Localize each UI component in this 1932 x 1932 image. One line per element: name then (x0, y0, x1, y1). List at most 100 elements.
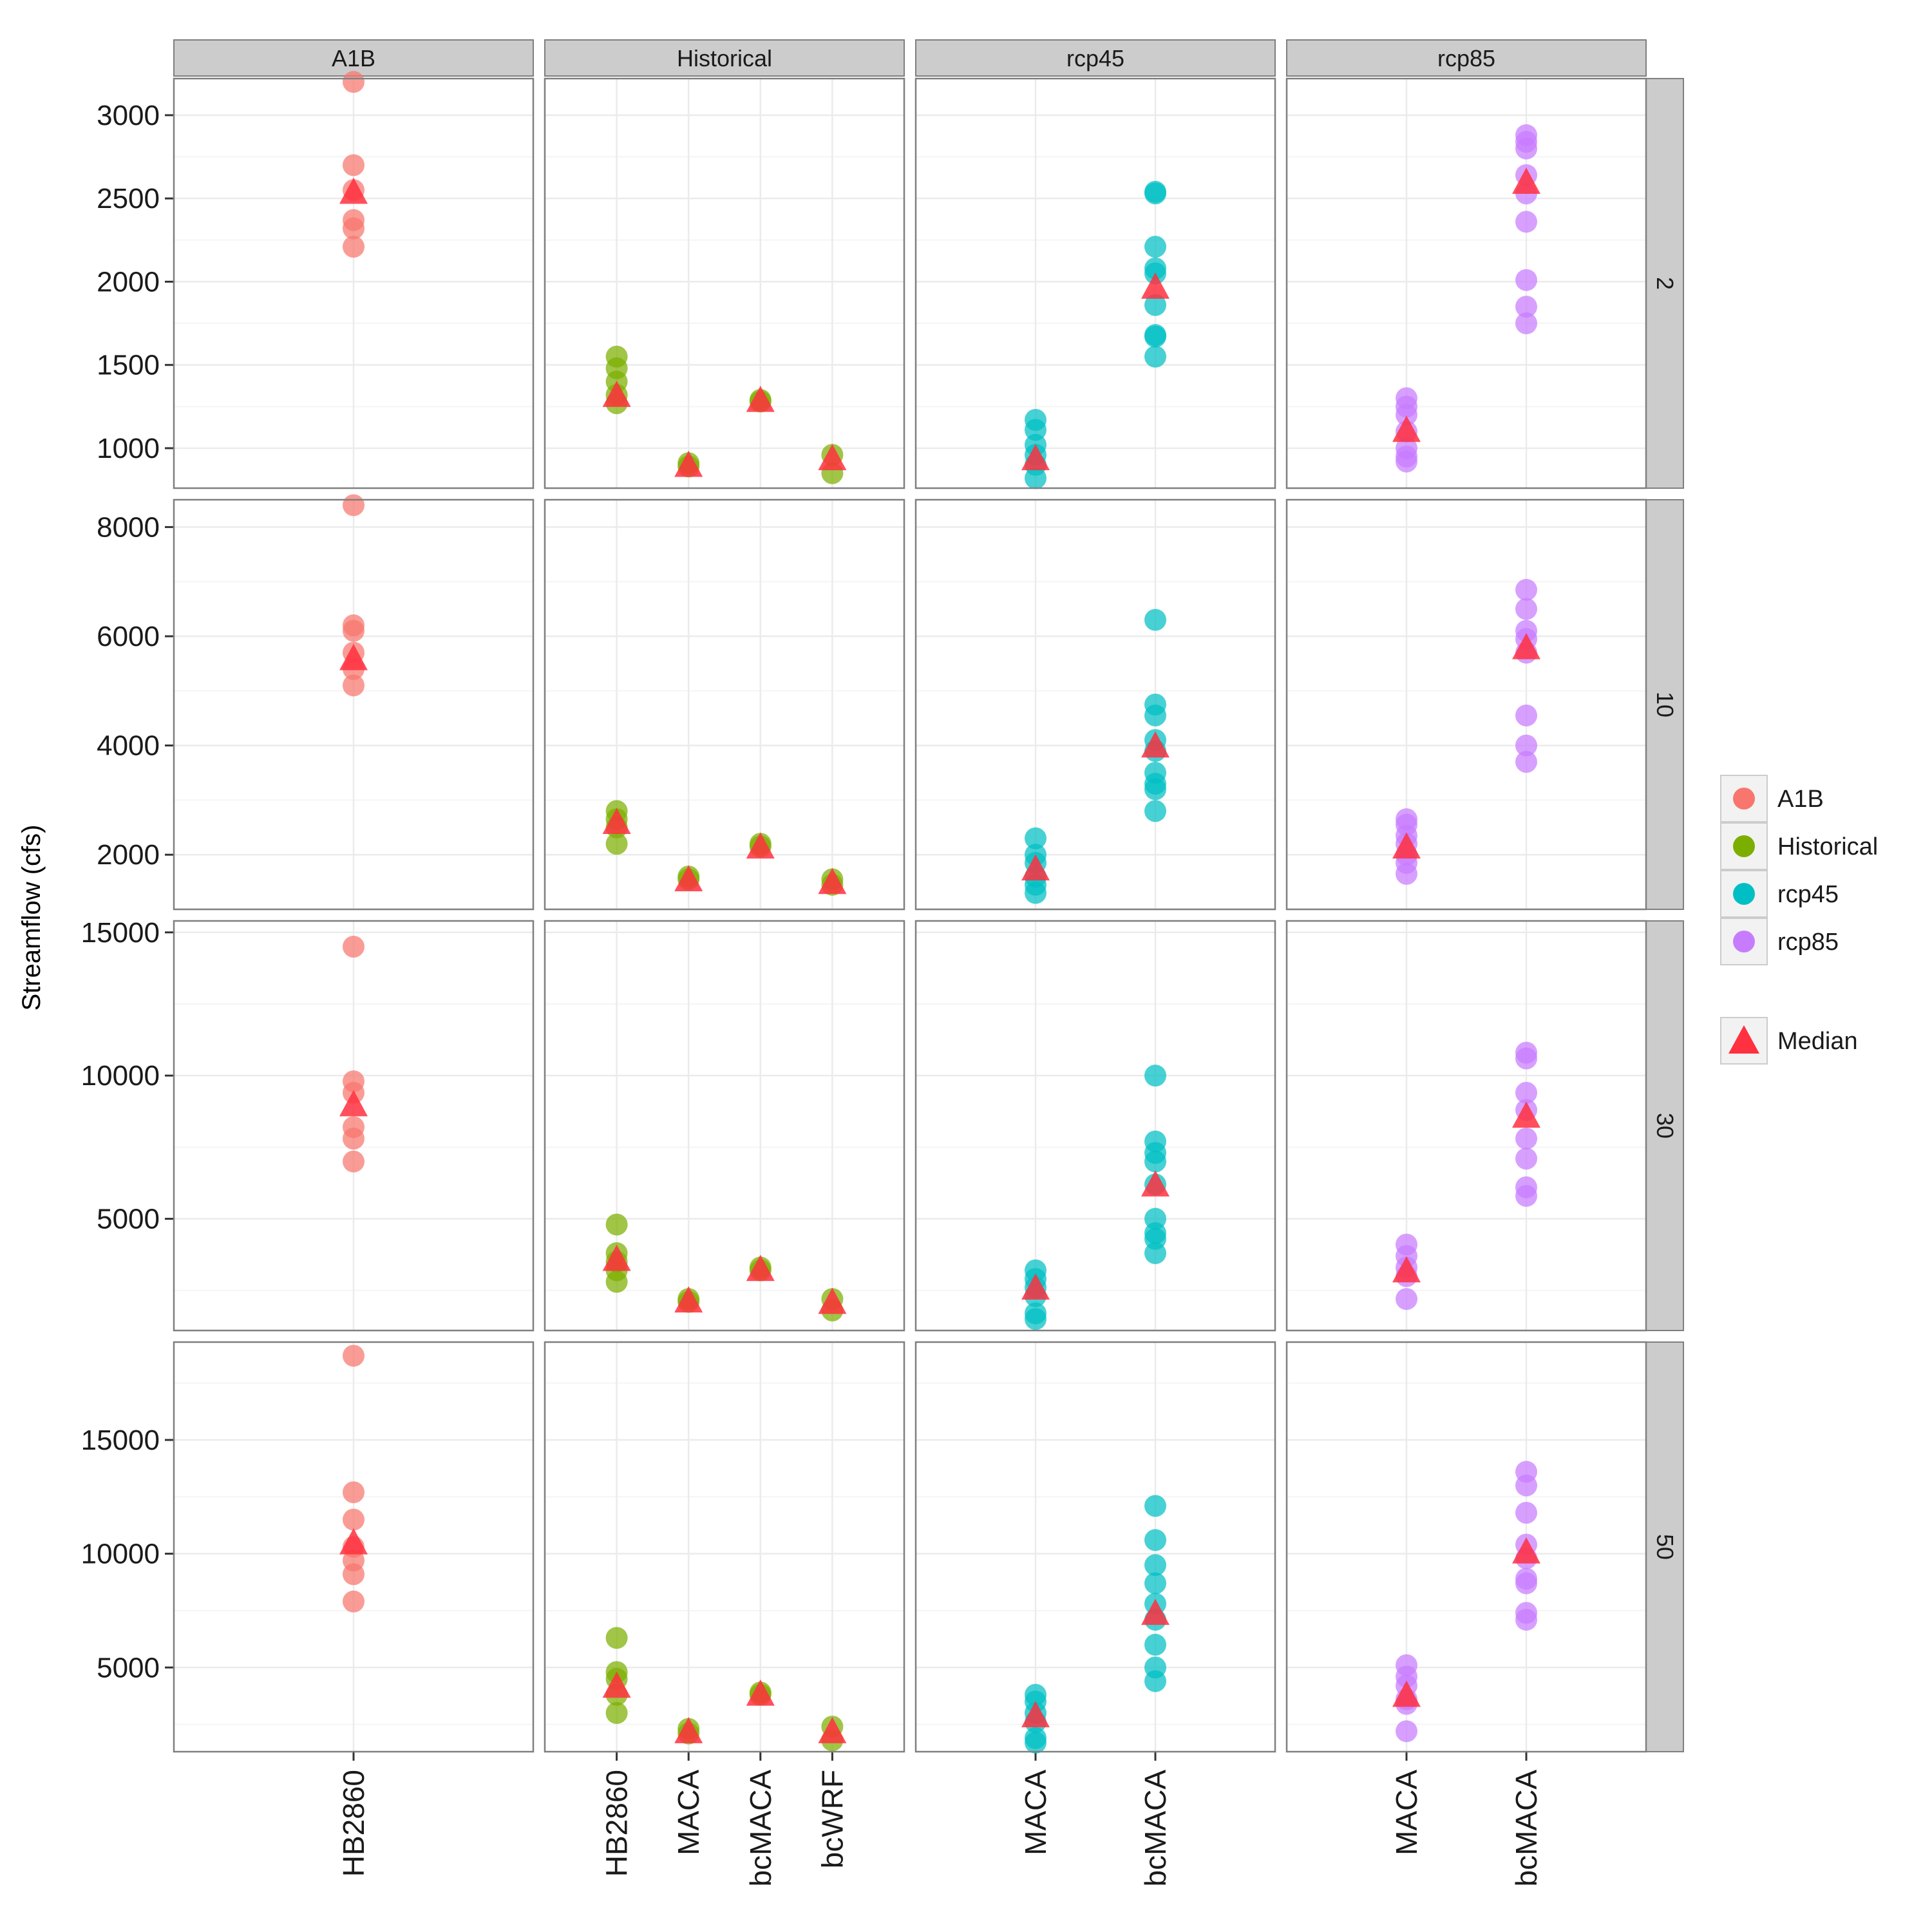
legend-median-symbol (1728, 1025, 1759, 1054)
data-point (343, 217, 365, 240)
data-point (343, 154, 365, 176)
data-point (1144, 704, 1166, 726)
panel-background (916, 500, 1275, 909)
panel (544, 1341, 905, 1753)
panel (914, 77, 1276, 489)
median-marker (602, 808, 631, 835)
data-point (1144, 1554, 1166, 1577)
data-point (1144, 325, 1166, 348)
panel-background (1287, 921, 1646, 1331)
data-point (1144, 778, 1166, 800)
panel-border (173, 77, 535, 489)
legend: A1B Historical rcp45 rcp85 Median (1720, 775, 1878, 1065)
row-strip (1645, 78, 1684, 489)
panel-border (544, 77, 905, 489)
legend-label: rcp85 (1777, 929, 1839, 956)
data-point (1025, 827, 1046, 849)
y-tick-label: 15000 (81, 917, 160, 949)
y-tick-label: 2000 (97, 839, 160, 871)
median-marker (1141, 272, 1170, 299)
median-marker (746, 1255, 775, 1282)
data-point (1144, 609, 1166, 631)
median-marker (818, 444, 847, 471)
panel (914, 498, 1276, 911)
row-strip (1645, 499, 1684, 910)
panel (1285, 920, 1647, 1332)
panel (1285, 77, 1647, 489)
legend-symbol (1733, 788, 1755, 810)
col-strip (544, 39, 905, 77)
x-tick-label: HB2860 (337, 1770, 370, 1877)
data-point (1144, 1495, 1166, 1517)
data-point (1396, 450, 1417, 473)
col-strip-label: rcp85 (1437, 45, 1495, 71)
data-point (343, 494, 365, 516)
panel (544, 920, 905, 1332)
y-tick-label: 5000 (97, 1204, 160, 1235)
median-marker (674, 450, 703, 477)
panel (544, 498, 905, 911)
y-axis-label: Streamflow (cfs) (17, 825, 46, 1011)
panel (173, 920, 535, 1332)
y-tick-label: 1000 (97, 433, 160, 464)
data-point (343, 1508, 365, 1531)
data-point (1515, 1184, 1537, 1207)
median-marker (1512, 167, 1540, 194)
data-point (343, 236, 365, 258)
panel-background (1287, 500, 1646, 909)
data-point (1025, 1731, 1046, 1754)
y-tick-label: 10000 (81, 1060, 160, 1092)
row-strip-label: 30 (1652, 1113, 1678, 1139)
legend-label: Historical (1777, 833, 1878, 860)
median-marker (339, 1528, 368, 1555)
panel (173, 1341, 535, 1753)
panel-border (914, 1341, 1276, 1753)
legend-symbol (1733, 931, 1755, 952)
panel-background (545, 1342, 904, 1752)
x-tick-label: MACA (1019, 1770, 1052, 1855)
data-point (605, 1701, 628, 1724)
data-point (1515, 1081, 1537, 1104)
data-point (1515, 598, 1537, 620)
legend-label: Median (1777, 1028, 1858, 1055)
facet-grid: A1B HB2860 Historical HB2860 MACA bcMACA bcWRF… (81, 39, 1684, 1887)
median-marker (674, 1286, 703, 1313)
data-point (1515, 1128, 1537, 1150)
y-tick-label: 4000 (97, 730, 160, 762)
legend-label: A1B (1777, 786, 1824, 813)
data-point (343, 1563, 365, 1586)
data-point (605, 1271, 628, 1293)
median-marker (1141, 1170, 1170, 1197)
col-strip-label: A1B (332, 45, 375, 71)
row-strip (1645, 1341, 1684, 1752)
panel-border (544, 1341, 905, 1753)
data-point (1515, 1047, 1537, 1070)
panel-border (544, 498, 905, 911)
data-point (1515, 312, 1537, 335)
median-marker (1392, 832, 1421, 859)
x-tick-label: bcMACA (1510, 1770, 1543, 1887)
median-marker (602, 1671, 631, 1698)
data-point (343, 1345, 365, 1367)
panel-border (1285, 77, 1647, 489)
x-tick-label: HB2860 (600, 1770, 634, 1877)
median-marker (746, 832, 775, 859)
panel (1285, 498, 1647, 911)
panel (544, 77, 905, 489)
data-point (1515, 734, 1537, 757)
data-point (343, 620, 365, 642)
panel-border (173, 1341, 535, 1753)
col-strip (173, 39, 534, 77)
data-point (1515, 704, 1537, 726)
row-strip-label: 50 (1652, 1534, 1678, 1560)
col-strip-label: rcp45 (1066, 45, 1124, 71)
median-marker (746, 385, 775, 412)
data-point (1515, 269, 1537, 291)
data-point (1144, 1150, 1166, 1173)
y-tick-label: 2000 (97, 266, 160, 298)
median-marker (1141, 731, 1170, 758)
median-marker (818, 867, 847, 895)
data-point (1144, 1633, 1166, 1656)
data-point (343, 674, 365, 697)
data-point (343, 1128, 365, 1150)
